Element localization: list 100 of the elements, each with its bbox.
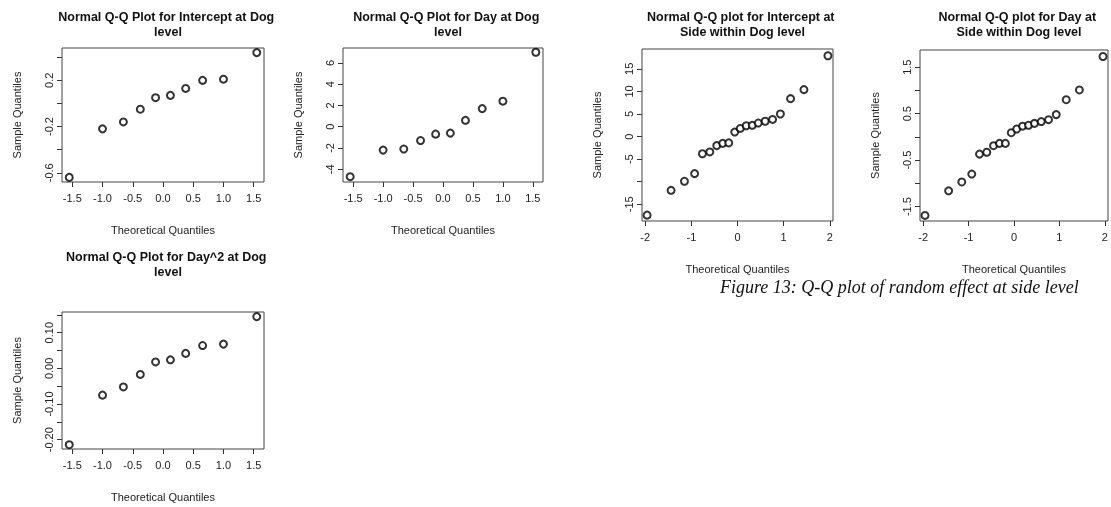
y-axis-title: Sample Quantiles: [868, 91, 881, 179]
x-tick-label: -1.0: [373, 191, 393, 204]
point: [1000, 138, 1010, 148]
x-tick-label: 1.0: [215, 191, 232, 204]
point: [416, 136, 426, 146]
y-tick-label: 0.2: [42, 72, 55, 88]
point: [705, 147, 715, 157]
x-tick-label: -2: [918, 230, 929, 243]
y-tick-label: 0.5: [900, 106, 913, 122]
x-tick-label: 2: [1101, 230, 1108, 243]
y-tick-label: -0.5: [900, 150, 913, 170]
x-tick-label: 0.5: [185, 191, 201, 204]
point: [218, 339, 228, 349]
x-tick-label: -1: [686, 230, 697, 243]
x-tick-label: -1.0: [93, 458, 113, 471]
x-tick-label: -1.5: [62, 191, 82, 204]
point: [165, 355, 175, 365]
point: [1061, 95, 1071, 105]
point: [218, 74, 228, 84]
point: [445, 128, 455, 138]
point: [642, 210, 652, 220]
point: [1098, 52, 1108, 61]
x-tick-label: -1.5: [62, 458, 82, 471]
y-tick-label: -0.6: [42, 163, 55, 183]
x-tick-label: -1.0: [93, 191, 113, 204]
x-tick-label: 0: [1010, 230, 1018, 243]
y-tick-label: 15: [622, 62, 635, 75]
point: [799, 85, 809, 95]
point: [118, 117, 128, 127]
x-tick-label: 0.0: [155, 191, 171, 204]
point: [690, 169, 700, 179]
x-tick-label: 1.5: [525, 191, 541, 204]
point: [165, 90, 175, 100]
point: [920, 210, 930, 220]
point: [98, 124, 108, 134]
y-tick-label: 5: [622, 110, 635, 118]
point: [531, 47, 541, 57]
point: [975, 149, 984, 159]
x-tick-label: -0.5: [123, 458, 143, 471]
x-axis-title: Theoretical Quantiles: [391, 223, 496, 236]
point: [775, 109, 785, 119]
point: [679, 176, 689, 186]
point: [477, 104, 487, 114]
y-axis-title: Sample Quantiles: [10, 71, 23, 159]
point: [345, 172, 355, 182]
y-tick-label: 0.00: [42, 357, 55, 380]
chart-title: Normal Q-Q Plot for Intercept at Dog level: [58, 9, 278, 39]
y-axis-title: Sample Quantiles: [291, 71, 304, 159]
point: [460, 115, 470, 125]
point: [181, 83, 191, 93]
chart-title: Normal Q-Q plot for Intercept at Side within Dog level: [647, 9, 838, 39]
point: [666, 185, 676, 195]
point: [944, 186, 954, 196]
y-tick-label: -0.10: [42, 391, 55, 417]
x-tick-label: -0.5: [123, 191, 143, 204]
y-tick-label: -4: [323, 164, 336, 175]
y-tick-label: -2: [323, 143, 336, 153]
x-axis-title: Theoretical Quantiles: [111, 223, 216, 236]
x-tick-label: 0.0: [435, 191, 451, 204]
x-tick-label: 0.0: [155, 458, 171, 471]
point: [498, 96, 508, 106]
x-tick-label: 2: [826, 230, 833, 243]
point: [135, 104, 145, 114]
chart-title: Normal Q-Q plot for Day at Side within Dog level: [938, 9, 1100, 39]
x-tick-label: -0.5: [403, 191, 423, 204]
x-tick-label: 0.5: [185, 458, 201, 471]
y-tick-label: 10: [622, 85, 635, 98]
point: [431, 129, 441, 139]
point: [1074, 85, 1084, 95]
x-tick-label: 1.5: [246, 191, 262, 204]
x-axis-title: Theoretical Quantiles: [962, 262, 1067, 275]
point: [198, 341, 208, 351]
point: [378, 145, 388, 155]
point: [786, 94, 796, 104]
x-tick-label: -1.5: [343, 191, 363, 204]
point: [181, 348, 191, 358]
y-tick-label: 4: [323, 81, 336, 88]
point: [135, 369, 145, 379]
point: [967, 169, 977, 179]
point: [151, 357, 161, 367]
x-tick-label: -1: [963, 230, 974, 243]
point: [760, 116, 770, 126]
y-tick-label: -15: [622, 196, 635, 213]
y-axis-title: Sample Quantiles: [590, 91, 603, 179]
y-tick-label: 0: [323, 123, 336, 130]
y-tick-label: 0: [622, 133, 635, 140]
y-tick-label: -0.20: [42, 427, 55, 453]
x-tick-label: 1.5: [246, 458, 262, 471]
point: [697, 149, 707, 159]
y-tick-label: 2: [323, 102, 336, 109]
y-tick-label: 6: [323, 59, 336, 66]
point: [399, 144, 409, 154]
x-tick-label: 1: [780, 230, 787, 243]
point: [1029, 118, 1039, 128]
point: [768, 114, 778, 124]
point: [64, 440, 74, 450]
point: [118, 382, 128, 392]
point: [1036, 117, 1046, 127]
y-tick-label: -5: [622, 154, 635, 165]
point: [957, 177, 967, 187]
